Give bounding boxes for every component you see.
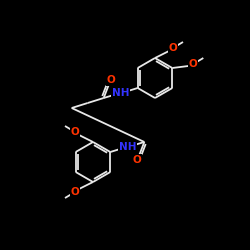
Text: O: O <box>189 59 198 69</box>
Text: NH: NH <box>112 88 130 98</box>
Text: O: O <box>168 43 177 53</box>
Text: O: O <box>133 155 142 165</box>
Text: O: O <box>71 187 80 197</box>
Text: O: O <box>106 75 115 85</box>
Text: NH: NH <box>118 142 136 152</box>
Text: O: O <box>71 127 80 137</box>
